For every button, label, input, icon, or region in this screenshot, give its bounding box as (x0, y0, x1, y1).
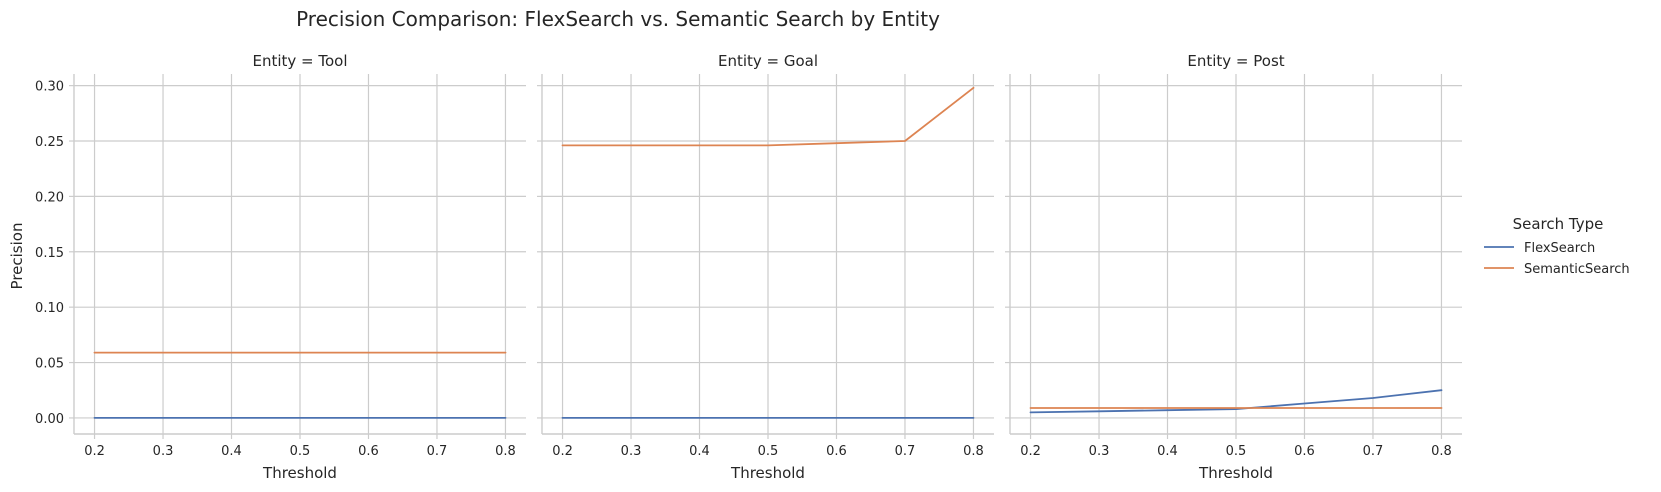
x-tick-label: 0.2 (84, 444, 105, 459)
y-tick-label: 0.00 (35, 412, 64, 427)
x-tick-label: 0.3 (1089, 444, 1110, 459)
facet-title: Entity = Post (1187, 52, 1284, 70)
x-tick-label: 0.7 (427, 444, 448, 459)
x-tick-label: 0.6 (1294, 444, 1315, 459)
facet-panel-3: 0.2 0.3 0.4 0.5 0.6 0.7 0.8 Entity = Post Thresh… (1005, 52, 1462, 482)
x-tick-label: 0.7 (1363, 444, 1384, 459)
x-tick-label: 0.8 (1431, 444, 1452, 459)
x-tick-label: 0.5 (758, 444, 779, 459)
x-tick-label: 0.6 (826, 444, 847, 459)
x-tick-label: 0.4 (1157, 444, 1178, 459)
series-line-flexsearch (1029, 389, 1443, 414)
y-tick-label: 0.30 (35, 80, 64, 95)
x-axis-label: Threshold (730, 464, 805, 482)
legend-label-semanticsearch: SemanticSearch (1524, 262, 1630, 277)
chart-title: Precision Comparison: FlexSearch vs. Sem… (296, 7, 940, 31)
x-axis-label: Threshold (1198, 464, 1273, 482)
y-tick-label: 0.15 (35, 246, 64, 261)
x-tick-label: 0.5 (290, 444, 311, 459)
y-tick-label: 0.25 (35, 135, 64, 150)
legend-title: Search Type (1513, 215, 1604, 233)
y-tick-label: 0.20 (35, 190, 64, 205)
x-tick-label: 0.4 (689, 444, 710, 459)
x-tick-label: 0.6 (358, 444, 379, 459)
legend: Search Type FlexSearch SemanticSearch (1484, 215, 1630, 277)
x-tick-label: 0.7 (895, 444, 916, 459)
y-axis-label: Precision (8, 223, 26, 290)
facet-panel-1: 0.2 0.3 0.4 0.5 0.6 0.7 0.8 0.00 0.05 0.10 0.15 0.2… (35, 52, 526, 482)
facet-panel-2: 0.2 0.3 0.4 0.5 0.6 0.7 0.8 Entity = Goal Thresh… (537, 52, 994, 482)
x-tick-label: 0.2 (552, 444, 573, 459)
facet-title: Entity = Goal (718, 52, 818, 70)
x-tick-label: 0.8 (963, 444, 984, 459)
x-tick-label: 0.3 (621, 444, 642, 459)
x-tick-label: 0.5 (1226, 444, 1247, 459)
x-tick-label: 0.3 (153, 444, 174, 459)
x-tick-label: 0.4 (221, 444, 242, 459)
x-tick-label: 0.2 (1020, 444, 1041, 459)
facet-panels: 0.2 0.3 0.4 0.5 0.6 0.7 0.8 0.00 0.05 0.10 0.15 0.2… (35, 52, 1462, 482)
facet-title: Entity = Tool (252, 52, 347, 70)
y-tick-label: 0.10 (35, 301, 64, 316)
x-tick-label: 0.8 (495, 444, 516, 459)
y-tick-label: 0.05 (35, 357, 64, 372)
legend-label-flexsearch: FlexSearch (1524, 241, 1595, 256)
series-line-semanticsearch (561, 86, 975, 147)
x-axis-label: Threshold (262, 464, 337, 482)
